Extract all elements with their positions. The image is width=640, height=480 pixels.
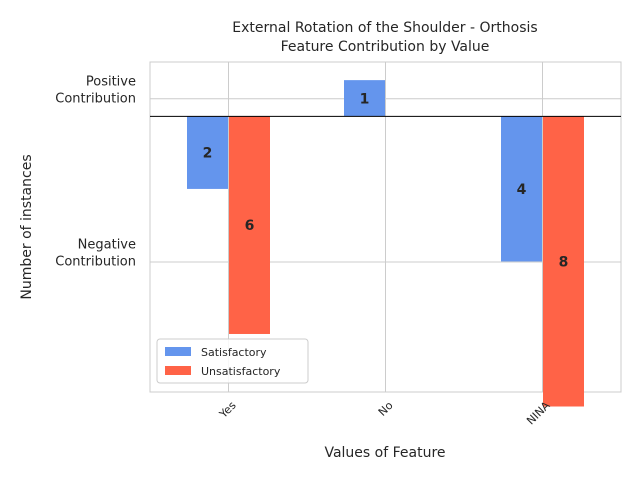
bar-satisfactory-no bbox=[344, 80, 385, 117]
x-tick-label: Yes bbox=[216, 399, 239, 422]
data-label: 8 bbox=[559, 254, 569, 270]
bar-satisfactory-nina bbox=[501, 116, 542, 262]
y-tick-label: Negative Contribution bbox=[55, 237, 136, 269]
bar-unsatisfactory-yes bbox=[229, 116, 270, 334]
legend-swatch-satisfactory bbox=[165, 347, 191, 356]
chart-title: External Rotation of the Shoulder - Orth… bbox=[232, 20, 537, 36]
legend-label-satisfactory: Satisfactory bbox=[201, 346, 267, 359]
bar-satisfactory-yes bbox=[187, 116, 228, 189]
y-axis-label: Number of instances bbox=[19, 154, 35, 299]
legend-box bbox=[156, 338, 309, 384]
data-label: 4 bbox=[517, 182, 527, 198]
y-tick-label: Positive Contribution bbox=[55, 74, 136, 106]
legend-label-unsatisfactory: Unsatisfactory bbox=[201, 365, 281, 378]
data-label: 2 bbox=[203, 146, 213, 162]
x-tick-label: No bbox=[376, 399, 396, 419]
plot-frame bbox=[149, 61, 622, 393]
legend: Satisfactory Unsatisfactory bbox=[156, 338, 309, 384]
plot-area: 2 6 1 4 8 Positive Contribution Negative Contrib… bbox=[55, 61, 622, 427]
chart-subtitle: Feature Contribution by Value bbox=[281, 39, 490, 55]
bar-unsatisfactory-nina bbox=[543, 116, 584, 407]
data-label: 1 bbox=[360, 91, 370, 107]
x-axis-label: Values of Feature bbox=[324, 445, 445, 461]
legend-swatch-unsatisfactory bbox=[165, 366, 191, 375]
data-label: 6 bbox=[245, 218, 255, 234]
